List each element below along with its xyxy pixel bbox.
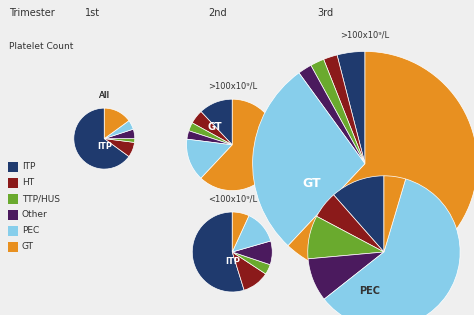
Wedge shape (253, 73, 365, 246)
Wedge shape (189, 123, 232, 145)
Wedge shape (104, 108, 129, 139)
Text: ITP: ITP (22, 163, 36, 171)
Text: All: All (99, 91, 109, 100)
Wedge shape (74, 108, 129, 169)
Wedge shape (288, 51, 474, 276)
Wedge shape (104, 129, 135, 139)
Text: PEC: PEC (397, 203, 420, 213)
Wedge shape (104, 121, 133, 139)
Text: >100x10⁹/L: >100x10⁹/L (340, 31, 390, 39)
Wedge shape (324, 179, 460, 315)
Text: GT: GT (303, 176, 321, 190)
Text: Platelet Count: Platelet Count (9, 42, 74, 51)
Text: 1st: 1st (85, 8, 100, 18)
Text: All: All (99, 91, 110, 100)
Text: GT: GT (207, 122, 222, 132)
Wedge shape (201, 99, 278, 191)
Bar (8, 194, 18, 204)
Text: PEC: PEC (22, 226, 39, 235)
Text: >100x10⁹/L: >100x10⁹/L (208, 82, 257, 91)
Wedge shape (232, 252, 270, 274)
Text: ITP: ITP (225, 257, 240, 266)
Text: Trimester: Trimester (9, 8, 55, 18)
Text: <50x10⁹/L: <50x10⁹/L (362, 157, 406, 166)
Wedge shape (311, 59, 365, 164)
Wedge shape (308, 252, 384, 299)
Wedge shape (337, 51, 365, 164)
Wedge shape (201, 99, 232, 145)
Bar (8, 226, 18, 236)
Bar (8, 210, 18, 220)
Text: 2nd: 2nd (209, 8, 227, 18)
Wedge shape (232, 212, 249, 252)
Wedge shape (334, 176, 384, 252)
Text: GT: GT (22, 243, 34, 251)
Bar (8, 178, 18, 188)
Wedge shape (104, 139, 135, 142)
Bar (8, 162, 18, 172)
Wedge shape (232, 216, 271, 252)
Bar (8, 242, 18, 252)
Wedge shape (384, 176, 406, 252)
Wedge shape (232, 252, 266, 290)
Wedge shape (299, 65, 365, 164)
Text: <100x10⁹/L: <100x10⁹/L (208, 195, 257, 204)
Wedge shape (317, 195, 384, 252)
Text: HT: HT (22, 179, 34, 187)
Wedge shape (324, 55, 365, 164)
Text: TTP/HUS: TTP/HUS (22, 194, 60, 203)
Wedge shape (187, 131, 232, 145)
Wedge shape (187, 139, 232, 178)
Wedge shape (104, 139, 135, 157)
Text: PEC: PEC (359, 286, 380, 296)
Wedge shape (232, 241, 272, 265)
Text: ITP: ITP (97, 142, 112, 151)
Wedge shape (308, 216, 384, 259)
Text: 3rd: 3rd (318, 8, 334, 18)
Wedge shape (192, 112, 232, 145)
Wedge shape (192, 212, 244, 292)
Text: Other: Other (22, 210, 48, 220)
